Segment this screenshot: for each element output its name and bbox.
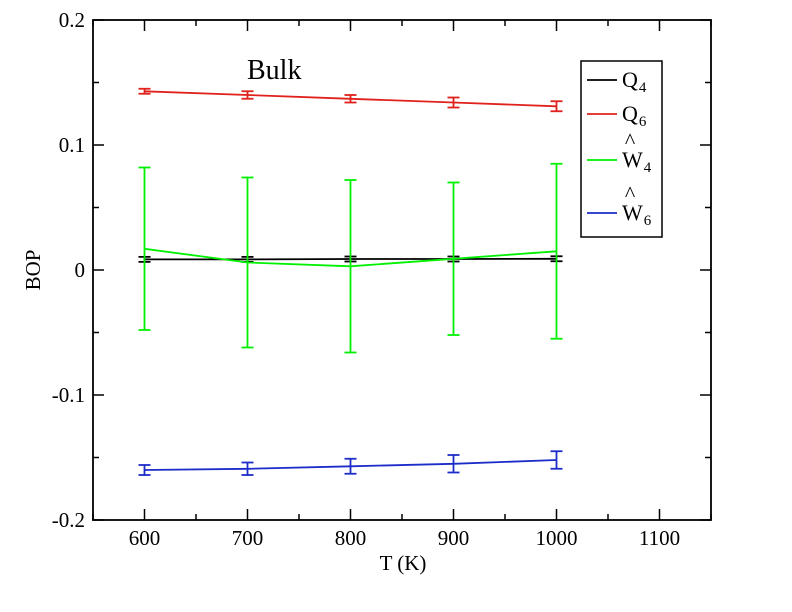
error-bar — [550, 450, 563, 470]
series-layer — [138, 87, 563, 476]
error-bar — [241, 90, 254, 100]
legend-box — [580, 60, 663, 238]
series-Q6 — [138, 87, 563, 113]
error-bar — [550, 162, 563, 340]
legend-entry-W4: W4^ — [587, 128, 652, 176]
error-bar — [138, 87, 151, 95]
hat-accent: ^ — [625, 181, 636, 206]
legend-entry-W6: W6^ — [587, 181, 652, 229]
series-W6 — [138, 450, 563, 476]
x-axis-title: T (K) — [380, 551, 427, 575]
y-tick-label: -0.1 — [52, 383, 85, 407]
error-bar — [447, 181, 460, 336]
x-tick-label: 1000 — [536, 526, 578, 550]
y-tick-label: 0 — [75, 258, 86, 282]
x-tick-label: 700 — [232, 526, 264, 550]
y-tick-label: 0.1 — [59, 133, 85, 157]
x-tick-label: 800 — [335, 526, 367, 550]
error-bar — [344, 179, 357, 354]
ticks — [92, 19, 712, 521]
error-bar — [241, 176, 254, 349]
y-axis-title: BOP — [21, 250, 45, 291]
chart-annotation: Bulk — [247, 55, 301, 86]
error-bar — [241, 461, 254, 476]
error-bar — [344, 94, 357, 104]
error-bar — [447, 96, 460, 109]
hat-accent: ^ — [625, 128, 636, 153]
error-bar — [344, 457, 357, 475]
x-tick-label: 900 — [438, 526, 470, 550]
x-tick-label: 600 — [129, 526, 161, 550]
y-tick-label: -0.2 — [52, 508, 85, 532]
x-tick-label: 1100 — [639, 526, 680, 550]
series-W4 — [138, 162, 563, 354]
error-bar — [138, 166, 151, 331]
y-tick-label: 0.2 — [59, 8, 85, 32]
error-bar — [447, 454, 460, 474]
tick-labels: 600 700 800 900 1000 1100 -0.2 -0.1 0 0.1 0.2 — [52, 8, 680, 550]
error-bar — [138, 464, 151, 476]
error-bar — [550, 100, 563, 113]
